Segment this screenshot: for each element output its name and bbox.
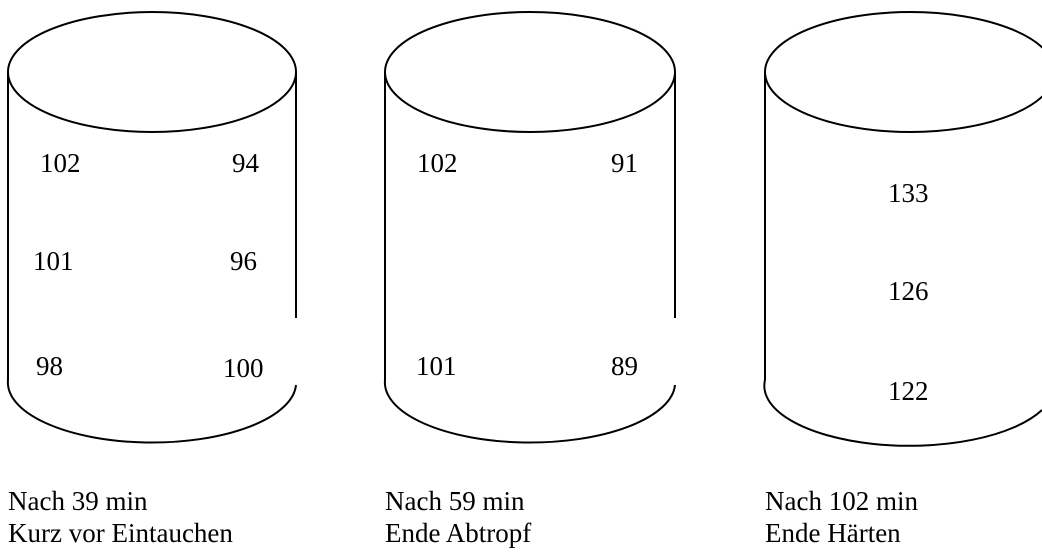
cylinder-1 (6, 11, 297, 444)
cyl3-caption-stage: Ende Härten (765, 518, 901, 548)
cyl2-caption-stage: Ende Abtropf (385, 518, 532, 548)
cylinder-3-bottom (763, 379, 1042, 447)
cyl2-top-right-value: 91 (611, 148, 638, 178)
cyl3-caption-time: Nach 102 min (765, 486, 918, 516)
cyl2-caption: Nach 59 min Ende Abtropf (385, 485, 531, 549)
cylinder-1-top (7, 11, 297, 133)
cyl1-top-right-value: 94 (232, 148, 259, 178)
cylinder-1-bottom (6, 379, 297, 444)
cyl2-bottom-right-value: 89 (611, 351, 638, 381)
cyl1-bottom-left-value: 98 (36, 351, 63, 381)
cylinder-3 (763, 11, 1042, 447)
cyl1-top-left-value: 102 (40, 148, 81, 178)
cyl3-bottom-value: 122 (888, 376, 929, 406)
cyl3-middle-value: 126 (888, 276, 929, 306)
cyl2-bottom-left-value: 101 (416, 351, 457, 381)
cyl3-caption: Nach 102 min Ende Härten (765, 485, 918, 549)
cyl1-middle-right-value: 96 (230, 246, 257, 276)
cylinder-3-top (764, 11, 1042, 133)
cyl1-caption-time: Nach 39 min (8, 486, 148, 516)
cyl3-top-value: 133 (888, 178, 929, 208)
cylinder-2 (383, 11, 676, 444)
cyl1-bottom-right-value: 100 (223, 353, 264, 383)
cyl1-middle-left-value: 101 (33, 246, 74, 276)
cyl2-top-left-value: 102 (417, 148, 458, 178)
cylinder-2-top (384, 11, 676, 133)
cyl1-caption-stage: Kurz vor Eintauchen (8, 518, 233, 548)
cyl1-caption: Nach 39 min Kurz vor Eintauchen (8, 485, 233, 549)
cylinder-2-bottom (383, 379, 676, 444)
cyl2-caption-time: Nach 59 min (385, 486, 525, 516)
